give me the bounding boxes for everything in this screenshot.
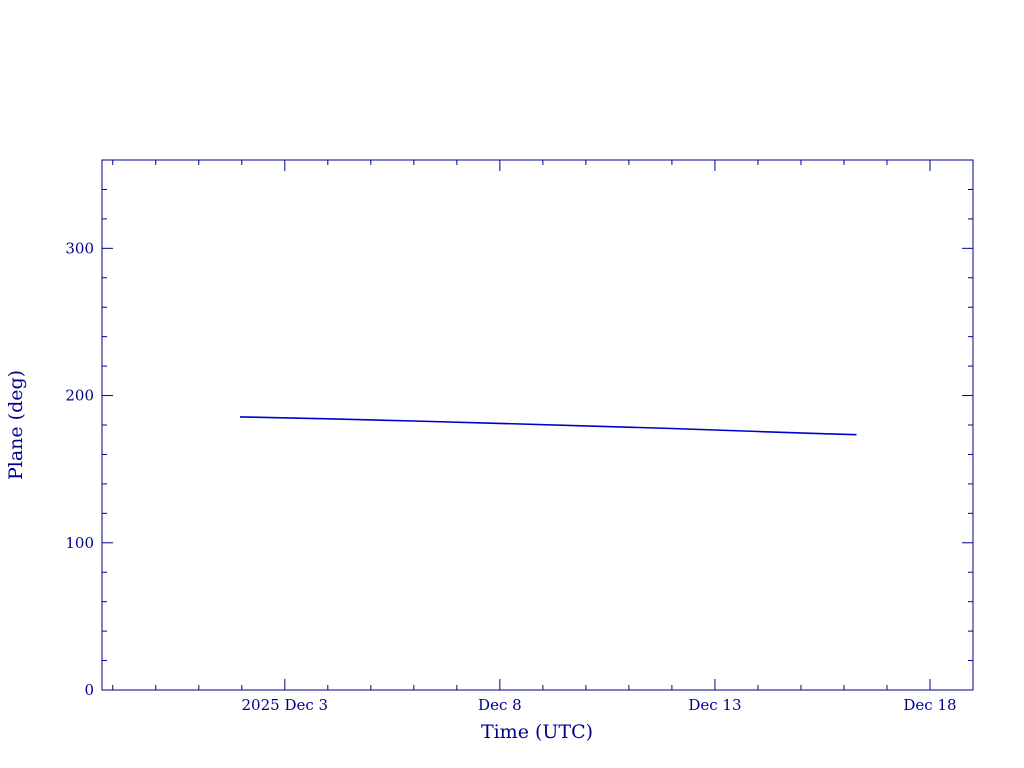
- x-tick-label: Dec 8: [478, 696, 522, 714]
- x-tick-label: Dec 13: [688, 696, 741, 714]
- x-tick-label: 2025 Dec 3: [242, 696, 329, 714]
- y-tick-label: 200: [65, 387, 94, 405]
- x-tick-labels: 2025 Dec 3 Dec 8 Dec 13 Dec 18: [242, 696, 957, 714]
- y-tick-label: 100: [65, 534, 94, 552]
- y-axis-title: Plane (deg): [5, 370, 27, 480]
- y-tick-label: 300: [65, 239, 94, 257]
- x-tick-label: Dec 18: [903, 696, 956, 714]
- axis-ticks: [102, 159, 974, 691]
- series-line: [239, 416, 857, 436]
- series-group: [239, 416, 857, 436]
- x-axis-title: Time (UTC): [481, 721, 593, 743]
- y-tick-labels: 0 100 200 300: [65, 239, 94, 699]
- y-tick-label: 0: [84, 681, 94, 699]
